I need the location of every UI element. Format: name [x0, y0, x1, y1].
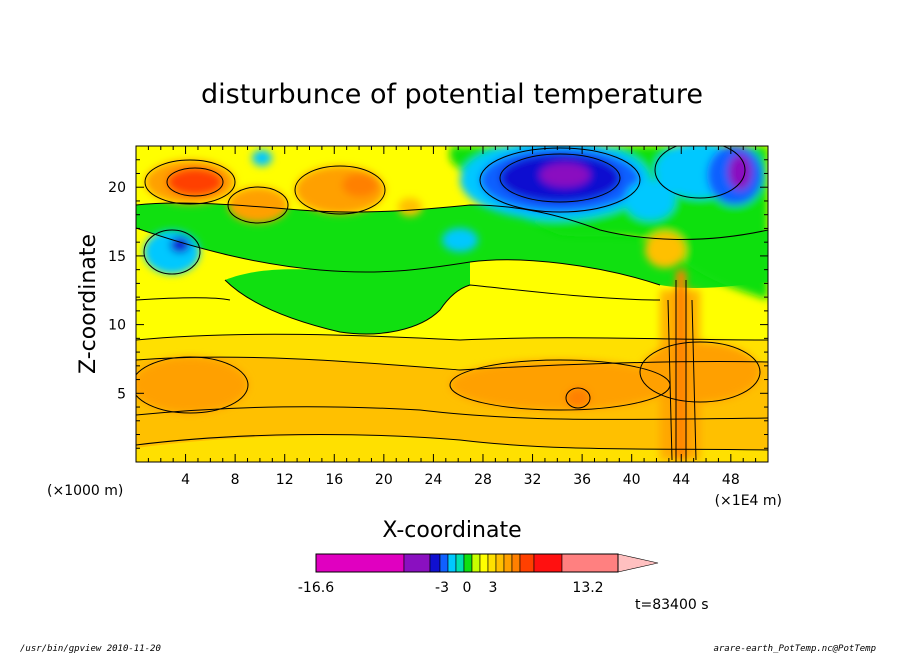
colorbar-arrow: [617, 553, 659, 573]
colorbar-label-neg3: -3: [435, 580, 449, 596]
plot-frame: [135, 145, 769, 463]
colorbar-swatch: [519, 553, 535, 573]
footer-right: arare-earth_PotTemp.nc@PotTemp: [713, 644, 876, 654]
y-tick-label: 20: [108, 180, 126, 196]
colorbar-swatch: [429, 553, 441, 573]
x-axis: 4 8 12 16 20 24 28 32 36 40 44 48: [147, 146, 757, 488]
y-tick-label: 5: [117, 386, 126, 402]
colorbar-label-max: 13.2: [572, 580, 603, 596]
colorbar-frame: [315, 553, 619, 573]
colorbar-swatch: [503, 553, 513, 573]
y-axis: 5 10 15 20: [108, 159, 768, 449]
time-annotation: t=83400 s: [635, 597, 709, 613]
contour-lines: [136, 146, 768, 462]
colorbar-swatch: [533, 553, 563, 573]
colorbar-swatch: [561, 553, 619, 573]
chart-title: disturbunce of potential temperature: [201, 79, 703, 110]
x-tick-label: 8: [231, 472, 240, 488]
x-unit-right: (×1E4 m): [715, 493, 782, 509]
x-axis-label: X-coordinate: [382, 518, 521, 543]
y-tick-label: 10: [108, 318, 126, 334]
x-tick-label: 36: [573, 472, 591, 488]
footer-left: /usr/bin/gpview 2010-11-20: [20, 644, 161, 654]
colorbar: [315, 553, 659, 573]
x-tick-label: 48: [722, 472, 740, 488]
y-tick-label: 15: [108, 249, 126, 265]
colorbar-swatch: [487, 553, 497, 573]
colorbar-label-3: 3: [489, 580, 498, 596]
colorbar-swatch: [403, 553, 431, 573]
x-tick-label: 16: [325, 472, 343, 488]
x-tick-label: 24: [424, 472, 442, 488]
colorbar-swatch: [495, 553, 505, 573]
colorbar-label-min: -16.6: [298, 580, 334, 596]
x-unit-left: (×1000 m): [47, 483, 123, 499]
x-tick-label: 44: [672, 472, 690, 488]
heatmap-field: [136, 146, 768, 462]
colorbar-swatch: [479, 553, 489, 573]
orange-blob-low-right: [450, 360, 670, 410]
x-tick-label: 28: [474, 472, 492, 488]
colorbar-swatch: [447, 553, 457, 573]
y-axis-label: Z-coordinate: [76, 234, 101, 374]
colorbar-swatch: [463, 553, 473, 573]
colorbar-swatch: [315, 553, 405, 573]
colorbar-label-zero: 0: [463, 580, 472, 596]
orange-blob-low-left: [136, 357, 248, 413]
colorbar-swatch: [471, 553, 481, 573]
x-tick-label: 4: [181, 472, 190, 488]
x-tick-label: 32: [524, 472, 542, 488]
colorbar-swatch: [511, 553, 521, 573]
colorbar-swatch: [455, 553, 465, 573]
colorbar-swatch: [439, 553, 449, 573]
x-tick-label: 12: [276, 472, 294, 488]
x-tick-label: 20: [375, 472, 393, 488]
x-tick-label: 40: [623, 472, 641, 488]
